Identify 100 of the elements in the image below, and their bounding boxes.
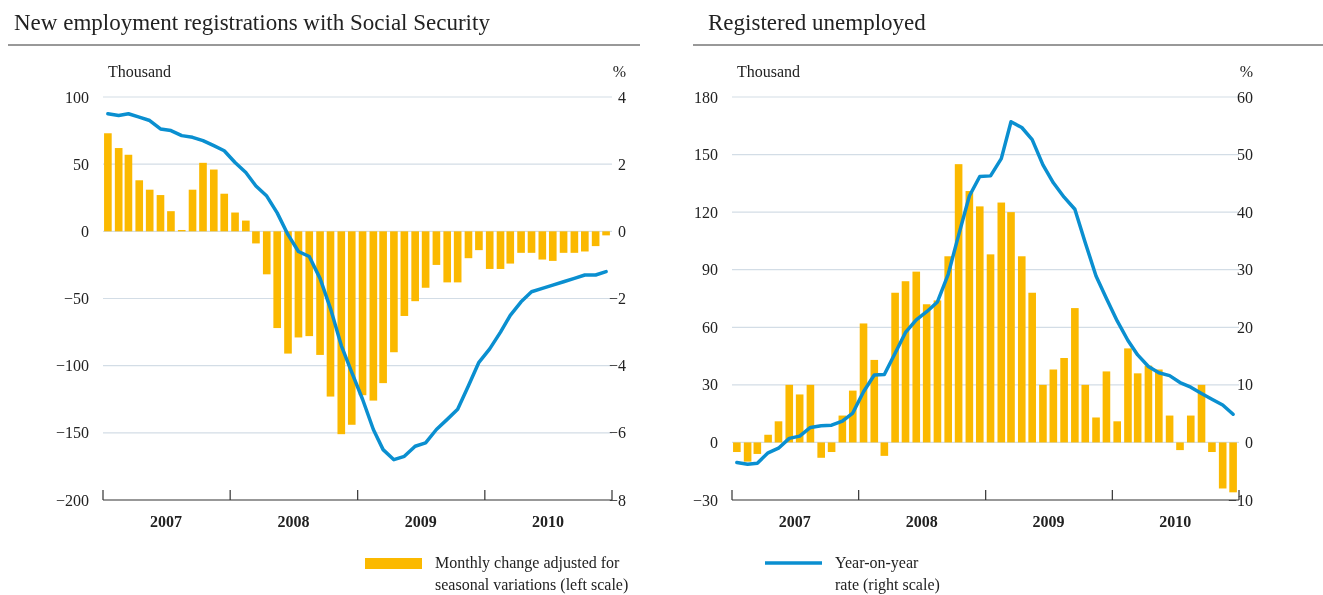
bar	[733, 442, 741, 453]
bar	[199, 162, 207, 232]
y2-tick-label: 2	[618, 155, 626, 173]
bar	[1186, 415, 1195, 443]
bar	[880, 442, 889, 456]
x-tick-label: 2007	[150, 513, 183, 530]
bar	[369, 231, 378, 401]
bar	[358, 231, 367, 396]
bar	[997, 202, 1006, 443]
bar	[827, 442, 836, 453]
bar	[135, 180, 144, 232]
y-axis-title: Thousand	[737, 63, 801, 80]
bar	[1071, 308, 1079, 443]
bar	[1049, 369, 1058, 443]
y-tick-label: 150	[694, 146, 718, 164]
bar	[1092, 417, 1100, 443]
x-tick-label: 2010	[1159, 513, 1192, 530]
x-tick-label: 2010	[531, 513, 564, 530]
line-series	[106, 112, 608, 462]
bar	[485, 231, 494, 269]
bar	[273, 231, 282, 329]
bar	[1028, 292, 1036, 443]
bar	[453, 231, 462, 283]
bar	[581, 231, 589, 252]
chart-title: New employment registrations with Social Security	[14, 10, 491, 35]
y-tick-label: 50	[73, 155, 89, 173]
bar	[548, 231, 557, 261]
bar	[305, 231, 314, 337]
y2-tick-label: 50	[1237, 146, 1253, 164]
legend-label: Monthly change adjusted for seasonal variations (left scale)	[435, 554, 629, 594]
y-axis-title: Thousand	[108, 63, 172, 80]
bar	[145, 189, 154, 232]
bar	[1017, 256, 1026, 443]
bar	[1218, 442, 1227, 489]
bar	[347, 231, 356, 425]
bar	[570, 231, 579, 253]
bar	[1208, 442, 1216, 453]
bar	[464, 231, 473, 259]
y2-tick-label: −6	[608, 424, 626, 442]
y2-tick-label: −4	[608, 357, 626, 375]
bar	[1133, 373, 1142, 443]
y-tick-label: 0	[81, 222, 89, 240]
bar	[1081, 384, 1090, 443]
bar	[1039, 384, 1047, 443]
x-tick-label: 2008	[277, 513, 310, 530]
x-tick-label: 2008	[905, 513, 938, 530]
bar	[400, 231, 409, 316]
y2-tick-label: −10	[1227, 491, 1253, 509]
bar	[262, 231, 271, 275]
bar	[104, 133, 112, 232]
bar	[753, 442, 762, 454]
bar	[167, 211, 175, 232]
bar	[517, 231, 525, 253]
bar	[337, 231, 346, 435]
bar	[785, 384, 794, 443]
legend-label: Year-on-year rate (right scale)	[835, 554, 940, 594]
bar	[220, 193, 229, 232]
bar	[944, 256, 952, 443]
y2-tick-label: 40	[1237, 203, 1253, 221]
bar	[231, 212, 239, 232]
bar	[390, 231, 398, 353]
x-tick-label: 2009	[404, 513, 437, 530]
bar	[591, 231, 600, 247]
y2-tick-label: 10	[1237, 376, 1253, 394]
y2-tick-label: 0	[618, 222, 626, 240]
x-tick-label: 2009	[1032, 513, 1065, 530]
bar	[316, 231, 324, 355]
y2-tick-label: −2	[608, 290, 626, 308]
y2-tick-label: 4	[618, 88, 626, 106]
bar	[124, 154, 133, 232]
x-tick-label: 2007	[778, 513, 811, 530]
bar	[242, 220, 250, 232]
y2-tick-label: 60	[1237, 88, 1253, 106]
bar	[188, 189, 197, 232]
y-tick-label: 90	[702, 261, 718, 279]
bar	[252, 231, 260, 244]
bar	[1176, 442, 1184, 451]
y2-tick-label: 30	[1237, 261, 1253, 279]
bar	[1155, 369, 1163, 443]
bar	[475, 231, 483, 251]
bar	[933, 300, 942, 443]
y2-axis-title: %	[1239, 63, 1253, 80]
y-tick-label: −50	[63, 290, 89, 308]
bar	[1124, 348, 1132, 443]
y-tick-label: 100	[65, 88, 89, 106]
bar	[986, 254, 995, 443]
y-tick-label: 120	[694, 203, 718, 221]
y2-tick-label: 20	[1237, 318, 1253, 336]
y-tick-label: 30	[702, 376, 718, 394]
bar	[764, 434, 772, 443]
bar	[891, 292, 899, 443]
bar	[506, 231, 515, 264]
bar	[1102, 371, 1111, 443]
bar	[538, 231, 547, 260]
bar	[443, 231, 452, 283]
bar	[1113, 421, 1121, 443]
bar	[912, 271, 921, 443]
y-tick-label: 0	[710, 434, 718, 452]
bar	[209, 169, 218, 232]
line-series	[735, 120, 1235, 467]
